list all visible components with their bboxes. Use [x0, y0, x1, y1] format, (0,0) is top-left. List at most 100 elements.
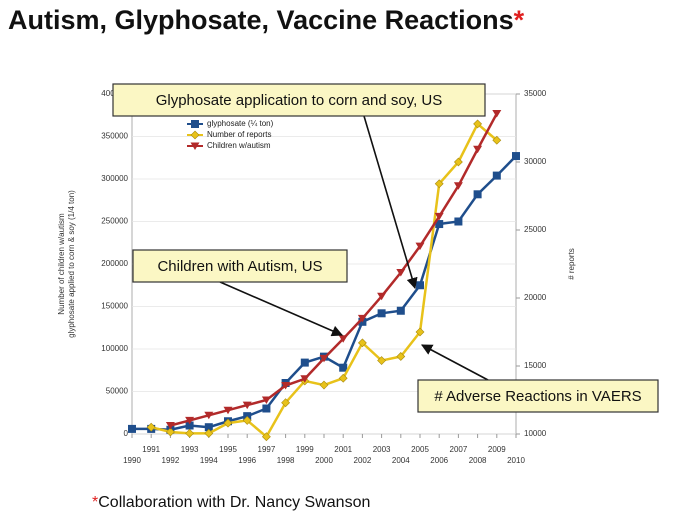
x-tick-label: 1996 [238, 456, 256, 465]
x-tick-label: 2010 [507, 456, 525, 465]
marker [435, 220, 444, 229]
marker [128, 424, 136, 433]
annotation-arrow [219, 281, 344, 337]
marker [204, 428, 214, 438]
y-tick-label: 50000 [106, 387, 129, 396]
annotation-box [112, 83, 486, 117]
y-axis-label-line: Number of children w/autism [57, 213, 66, 315]
annotation-arrow [421, 344, 489, 381]
y-tick-label: 0 [124, 429, 129, 438]
y2-tick-label: 15000 [524, 361, 547, 370]
marker [185, 416, 195, 425]
footnote-text: Collaboration with Dr. Nancy Swanson [98, 494, 370, 511]
y2-tick-label: 10000 [524, 429, 547, 438]
marker [434, 212, 444, 221]
title-mark: * [514, 5, 525, 35]
y2-tick-label: 35000 [524, 89, 547, 98]
annotation-text: Children with Autism, US [157, 258, 322, 275]
legend-marker [191, 120, 199, 128]
y2-tick-label: 30000 [524, 157, 547, 166]
x-tick-label: 1998 [277, 456, 295, 465]
marker [204, 423, 213, 432]
marker [261, 432, 271, 442]
y2-tick-label: 20000 [524, 293, 547, 302]
footnote: *Collaboration with Dr. Nancy Swanson [92, 494, 370, 511]
marker [146, 422, 156, 432]
annotation-box [417, 379, 659, 413]
legend-label: glyphosate (¼ ton) [207, 119, 274, 128]
title-text: Autism, Glyphosate, Vaccine Reactions [8, 5, 514, 35]
marker [300, 375, 310, 383]
marker [300, 358, 309, 367]
x-tick-label: 2007 [450, 445, 468, 454]
marker [416, 281, 424, 290]
marker [492, 135, 502, 145]
marker [473, 190, 482, 199]
x-tick-label: 2009 [488, 445, 506, 454]
x-tick-label: 1994 [200, 456, 218, 465]
y-tick-label: 250000 [101, 217, 128, 226]
marker [357, 338, 367, 348]
marker [185, 428, 195, 438]
x-tick-label: 2005 [411, 445, 429, 454]
x-tick-label: 2000 [315, 456, 333, 465]
marker [377, 292, 387, 301]
legend-marker [190, 130, 200, 140]
annotation-box [132, 249, 348, 283]
marker [434, 179, 444, 189]
marker [357, 314, 367, 323]
x-tick-label: 2002 [354, 456, 372, 465]
y-tick-label: 300000 [101, 174, 128, 183]
marker [492, 110, 502, 118]
marker [492, 171, 501, 180]
x-tick-label: 1992 [162, 456, 180, 465]
marker [223, 418, 233, 428]
x-tick-label: 1990 [123, 456, 141, 465]
marker [281, 382, 291, 390]
y-tick-label: 200000 [101, 259, 128, 268]
annotation-text: Glyphosate application to corn and soy, … [156, 92, 443, 109]
x-tick-label: 2003 [373, 445, 391, 454]
x-tick-label: 1993 [181, 445, 199, 454]
marker [319, 354, 329, 363]
marker [242, 401, 252, 410]
title: Autism, Glyphosate, Vaccine Reactions* [8, 5, 525, 35]
footnote-mark: * [92, 494, 98, 511]
marker [396, 352, 406, 361]
x-tick-label: 1997 [258, 445, 276, 454]
marker [338, 373, 348, 383]
legend-marker [190, 142, 200, 150]
marker [204, 411, 214, 420]
annotation-arrow [363, 115, 418, 290]
x-tick-label: 1995 [219, 445, 237, 454]
y-axis-label: Number of children w/autismglyphosate ap… [57, 190, 76, 338]
marker [453, 157, 463, 167]
marker [415, 242, 425, 251]
annotation-text: # Adverse Reactions in VAERS [434, 388, 641, 405]
y-tick-label: 350000 [101, 132, 128, 141]
marker [512, 152, 520, 161]
marker [339, 363, 348, 372]
x-tick-label: 2004 [392, 456, 410, 465]
y2-tick-label: 25000 [524, 225, 547, 234]
marker [262, 404, 271, 413]
y-tick-label: 150000 [101, 302, 128, 311]
y-tick-label: 100000 [101, 344, 128, 353]
marker [185, 421, 194, 430]
marker [396, 306, 405, 315]
marker [319, 380, 329, 390]
legend-label: Children w/autism [207, 141, 271, 150]
marker [165, 422, 175, 430]
marker [396, 269, 406, 277]
x-tick-label: 2006 [430, 456, 448, 465]
x-tick-label: 2001 [334, 445, 352, 454]
marker [454, 217, 463, 226]
marker [377, 356, 387, 365]
marker [261, 396, 271, 404]
legend-label: Number of reports [207, 130, 271, 139]
marker [415, 327, 425, 337]
x-tick-label: 1991 [142, 445, 160, 454]
x-tick-label: 2008 [469, 456, 487, 465]
series-line [170, 112, 498, 427]
